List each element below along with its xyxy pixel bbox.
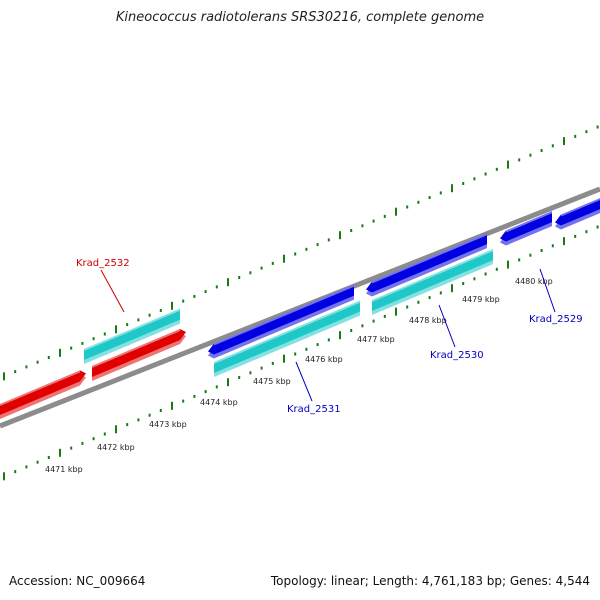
scale-label: 4473 kbp xyxy=(149,420,187,429)
gene-labels: Krad_2532 Krad_2531 Krad_2530 Krad_2529 xyxy=(76,258,583,415)
gene-label-leader xyxy=(100,269,125,313)
gene-block-krad-2529[interactable] xyxy=(500,211,553,246)
inner-tick-track xyxy=(3,225,599,481)
gene-block-krad-2532[interactable] xyxy=(91,329,186,381)
scale-label: 4474 kbp xyxy=(200,398,238,407)
gene-label-leader xyxy=(438,304,456,348)
scale-label: 4475 kbp xyxy=(253,377,291,386)
gene-block-krad-2531[interactable] xyxy=(208,284,355,359)
cds-block-krad-2532[interactable] xyxy=(83,308,181,364)
gene-block-krad-2528-partial[interactable] xyxy=(555,198,600,230)
gene-block-krad-2532-left-part[interactable] xyxy=(0,370,86,419)
outer-tick-track xyxy=(3,125,599,381)
cds-block-krad-2531[interactable] xyxy=(213,300,361,377)
gene-block-krad-2530[interactable] xyxy=(366,233,488,297)
gene-label[interactable]: Krad_2531 xyxy=(287,404,341,415)
gene-label-leader xyxy=(295,361,313,402)
scale-label: 4478 kbp xyxy=(409,316,447,325)
scale-labels: 4471 kbp 4472 kbp 4473 kbp 4474 kbp 4475 kbp… xyxy=(45,277,553,474)
accession-label: Accession: NC_009664 xyxy=(9,574,146,588)
genome-summary-label: Topology: linear; Length: 4,761,183 bp; … xyxy=(270,574,590,588)
scale-label: 4472 kbp xyxy=(97,443,135,452)
gene-label-leader xyxy=(539,268,556,313)
scale-label: 4480 kbp xyxy=(515,277,553,286)
gene-label[interactable]: Krad_2529 xyxy=(529,314,583,325)
genome-title: Kineococcus radiotolerans SRS30216, comp… xyxy=(115,10,485,25)
scale-label: 4477 kbp xyxy=(357,335,395,344)
gene-label[interactable]: Krad_2532 xyxy=(76,258,130,269)
scale-label: 4476 kbp xyxy=(305,355,343,364)
scale-label: 4471 kbp xyxy=(45,465,83,474)
gene-label[interactable]: Krad_2530 xyxy=(430,350,484,361)
scale-label: 4479 kbp xyxy=(462,295,500,304)
feature-track xyxy=(0,198,600,419)
cds-block-krad-2530[interactable] xyxy=(371,249,494,315)
